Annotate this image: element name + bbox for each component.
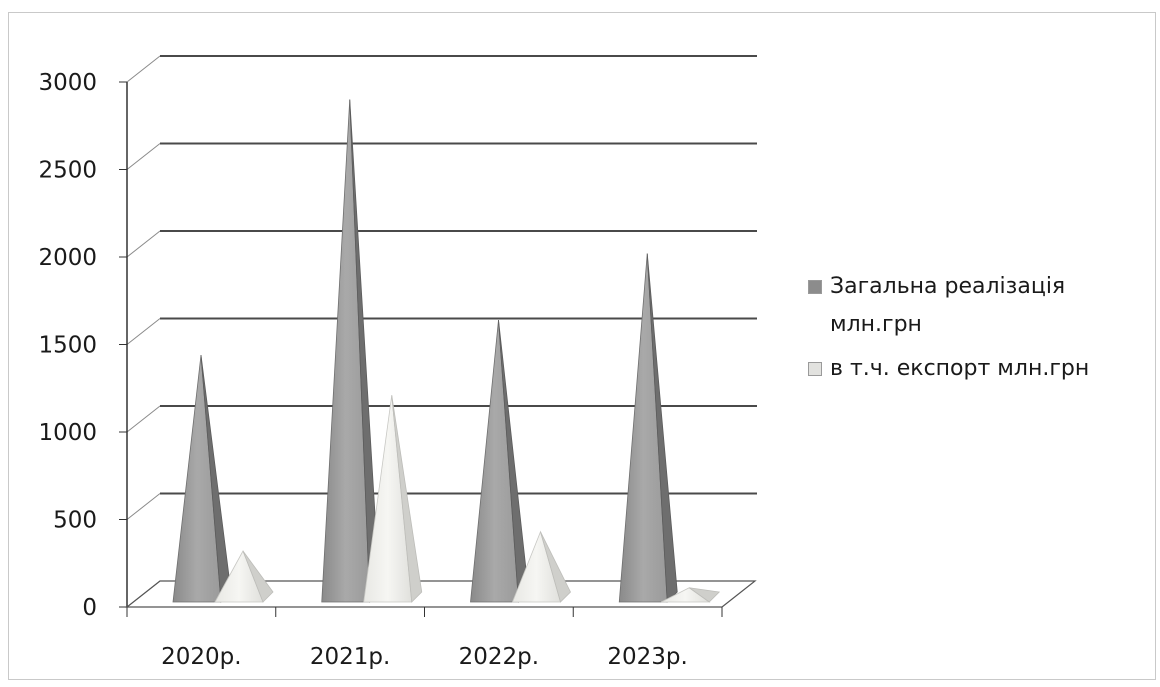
y-tick-label: 0 bbox=[82, 595, 97, 621]
pyramid-side-face bbox=[540, 531, 571, 603]
legend-label-export: в т.ч. експорт млн.грн bbox=[830, 356, 1090, 381]
y-tick-label: 2000 bbox=[38, 245, 97, 271]
floor bbox=[125, 580, 757, 608]
y-tick-label: 2500 bbox=[38, 158, 97, 184]
pyramid-export bbox=[214, 550, 274, 603]
x-category-label: 2020р. bbox=[161, 644, 241, 670]
legend-swatch-export bbox=[808, 362, 822, 376]
y-tick-label: 500 bbox=[53, 508, 97, 534]
wall-diagonal bbox=[126, 143, 161, 170]
pyramid-side-face bbox=[242, 550, 274, 603]
wall-diagonal bbox=[126, 405, 161, 433]
pyramid-export bbox=[511, 530, 571, 603]
y-tick-label: 1000 bbox=[38, 420, 97, 446]
wall-diagonal bbox=[126, 230, 161, 258]
pyramid-total bbox=[172, 354, 232, 603]
y-tick-label: 3000 bbox=[38, 70, 97, 96]
legend-item-total: Загальна реалізація млн.грн bbox=[808, 268, 1148, 344]
x-category-label: 2021р. bbox=[310, 644, 390, 670]
pyramid-export bbox=[661, 587, 721, 603]
legend-label-total: Загальна реалізація млн.грн bbox=[830, 274, 1066, 337]
y-tick-label: 1500 bbox=[38, 333, 97, 359]
x-category-label: 2022р. bbox=[459, 644, 539, 670]
legend-item-export: в т.ч. експорт млн.грн bbox=[808, 350, 1148, 388]
legend: Загальна реалізація млн.грн в т.ч. експо… bbox=[808, 268, 1148, 394]
pyramid-side-face bbox=[391, 395, 423, 603]
pyramid-export bbox=[363, 395, 423, 603]
pyramid-total bbox=[618, 253, 678, 603]
pyramid-total bbox=[321, 99, 381, 603]
pyramid-side-face bbox=[689, 587, 721, 603]
x-category-label: 2023р. bbox=[607, 644, 687, 670]
wall-diagonal bbox=[126, 318, 161, 345]
wall-diagonal bbox=[126, 55, 161, 83]
pyramid-total bbox=[470, 319, 529, 603]
legend-swatch-total bbox=[808, 280, 822, 294]
wall-diagonal bbox=[126, 493, 161, 520]
